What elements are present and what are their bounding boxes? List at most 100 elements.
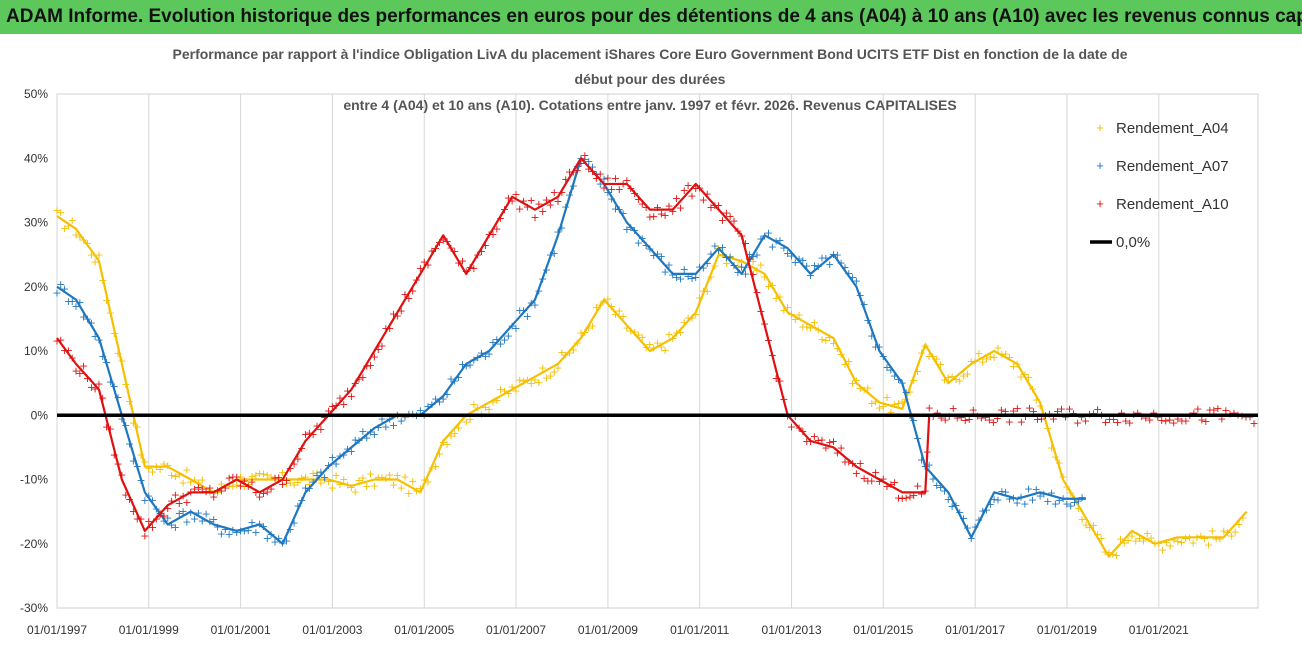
data-point: + <box>791 313 800 326</box>
data-point: + <box>1013 357 1022 370</box>
data-point: + <box>393 310 402 323</box>
data-point: + <box>309 467 318 480</box>
legend: + Rendement_A04 + Rendement_A07 + Rendement_A… <box>1090 120 1229 251</box>
data-point: + <box>756 232 765 245</box>
data-point: + <box>588 165 597 178</box>
data-point: + <box>737 229 746 242</box>
data-point: + <box>301 428 310 441</box>
data-point: + <box>989 416 998 429</box>
data-point: + <box>802 320 811 333</box>
data-point: + <box>534 284 543 297</box>
data-point: + <box>94 333 103 346</box>
data-point: + <box>228 480 237 493</box>
data-point: + <box>1089 407 1098 420</box>
data-point: + <box>802 435 811 448</box>
data-point: + <box>990 351 999 364</box>
data-point: + <box>274 532 283 545</box>
data-point: + <box>729 259 738 272</box>
data-point: + <box>553 362 562 375</box>
data-point: + <box>178 476 187 489</box>
data-point: + <box>944 371 953 384</box>
data-point: + <box>902 386 911 399</box>
data-point: + <box>1081 518 1090 531</box>
data-point: + <box>837 256 846 269</box>
data-point: + <box>381 472 390 485</box>
data-point: + <box>1112 549 1121 562</box>
y-tick-label: -20% <box>20 537 48 551</box>
data-point: + <box>144 462 153 475</box>
data-point: + <box>1249 417 1258 430</box>
data-point: + <box>641 341 650 354</box>
data-point: + <box>806 435 815 448</box>
data-point: + <box>385 322 394 335</box>
data-point: + <box>718 248 727 261</box>
data-point: + <box>140 455 149 468</box>
data-point: + <box>875 475 884 488</box>
data-point: + <box>293 452 302 465</box>
data-point: + <box>190 474 199 487</box>
data-point: + <box>676 272 685 285</box>
data-point: + <box>217 527 226 540</box>
data-point: + <box>967 532 976 545</box>
data-point: + <box>504 387 513 400</box>
data-point: + <box>427 398 436 411</box>
data-point: + <box>1073 416 1082 429</box>
data-point: + <box>752 286 761 299</box>
y-tick-label: 30% <box>24 216 48 230</box>
data-point: + <box>511 188 520 201</box>
data-point: + <box>550 186 559 199</box>
data-point: + <box>1025 402 1034 415</box>
scatter-chart: Performance par rapport à l'indice Oblig… <box>20 46 1259 637</box>
data-point: + <box>511 322 520 335</box>
data-point: + <box>98 391 107 404</box>
data-point: + <box>270 535 279 548</box>
data-point: + <box>1120 537 1129 550</box>
data-point: + <box>1074 502 1083 515</box>
data-point: + <box>324 475 333 488</box>
data-point: + <box>1161 415 1170 428</box>
x-tick-label: 01/01/2015 <box>853 623 913 637</box>
data-point: + <box>328 451 337 464</box>
data-point: + <box>921 460 930 473</box>
data-point: + <box>607 192 616 205</box>
data-point: + <box>91 382 100 395</box>
data-point: + <box>140 494 149 507</box>
data-point: + <box>1108 548 1117 561</box>
data-point: + <box>423 475 432 488</box>
x-tick-label: 01/01/2013 <box>762 623 822 637</box>
data-point: + <box>611 172 620 185</box>
data-point: + <box>948 500 957 513</box>
data-point: + <box>722 251 731 264</box>
data-point: + <box>733 259 742 272</box>
data-point: + <box>772 372 781 385</box>
data-point: + <box>79 311 88 324</box>
data-point: + <box>442 388 451 401</box>
chart-title-line: entre 4 (A04) et 10 ans (A10). Cotations… <box>343 97 956 113</box>
data-point: + <box>289 479 298 492</box>
series-Rendement_A10: ++++++++++++++++++++++++++++++++++++++++… <box>52 149 1258 543</box>
data-point: + <box>125 493 134 506</box>
data-point: + <box>129 417 138 430</box>
data-point: + <box>439 392 448 405</box>
data-point: + <box>661 209 670 222</box>
data-point: + <box>347 481 356 494</box>
data-point: + <box>760 270 769 283</box>
data-point: + <box>741 237 750 250</box>
data-point: + <box>255 517 264 530</box>
data-point: + <box>965 413 974 426</box>
data-point: + <box>64 295 73 308</box>
data-point: + <box>343 384 352 397</box>
data-point: + <box>1093 528 1102 541</box>
data-point: + <box>492 333 501 346</box>
data-point: + <box>894 492 903 505</box>
data-point: + <box>890 370 899 383</box>
data-point: + <box>1009 405 1018 418</box>
data-point: + <box>1158 543 1167 556</box>
data-point: + <box>1001 348 1010 361</box>
data-point: + <box>1058 471 1067 484</box>
data-point: + <box>213 520 222 533</box>
data-point: + <box>94 377 103 390</box>
data-point: + <box>381 421 390 434</box>
data-point: + <box>936 481 945 494</box>
data-point: + <box>87 381 96 394</box>
